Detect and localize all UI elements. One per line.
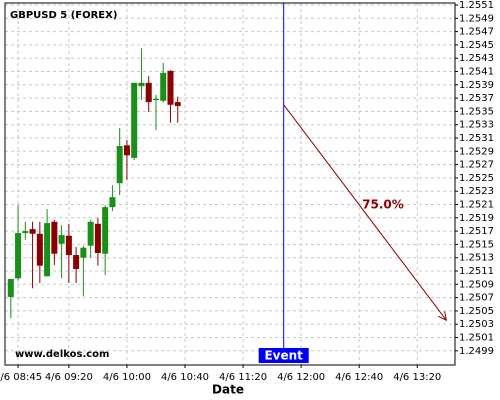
x-tick-label: 4/6 10:00 bbox=[103, 372, 151, 383]
candle-body bbox=[138, 82, 145, 87]
y-tick-label: 1.2503 bbox=[459, 319, 494, 330]
candle-body bbox=[36, 233, 43, 266]
candle-body bbox=[123, 145, 130, 156]
y-tick-label: 1.2547 bbox=[459, 27, 494, 38]
x-tick-label: 4/6 10:40 bbox=[161, 372, 209, 383]
candle-body bbox=[44, 223, 51, 277]
y-tick-label: 1.2543 bbox=[459, 53, 494, 64]
forecast-label: 75.0% bbox=[362, 198, 404, 212]
candle-body bbox=[15, 233, 22, 279]
y-tick-label: 1.2499 bbox=[459, 346, 494, 357]
candle-body bbox=[109, 197, 116, 208]
marks bbox=[7, 48, 181, 319]
candle-body bbox=[80, 247, 87, 258]
candle-body bbox=[145, 82, 152, 103]
watermark: www.delkos.com bbox=[15, 349, 109, 360]
x-tick-label: 4/6 13:20 bbox=[393, 372, 441, 383]
forecast-arrow bbox=[283, 104, 447, 320]
y-tick-label: 1.2513 bbox=[459, 253, 494, 264]
y-tick-label: 1.2509 bbox=[459, 279, 494, 290]
candle-body bbox=[152, 98, 159, 101]
candle-body bbox=[174, 102, 181, 107]
candle-body bbox=[102, 207, 109, 254]
candle-body bbox=[94, 223, 101, 254]
candle-body bbox=[29, 229, 36, 234]
candle-body bbox=[7, 278, 14, 297]
y-tick-label: 1.2519 bbox=[459, 213, 494, 224]
candle-body bbox=[58, 235, 65, 244]
x-tick-label: 4/6 09:20 bbox=[45, 372, 93, 383]
chart-title: GBPUSD 5 (FOREX) bbox=[10, 10, 117, 21]
event-label: Event bbox=[264, 349, 303, 363]
x-tick-label: 4/6 11:20 bbox=[219, 372, 267, 383]
candle-body bbox=[116, 145, 123, 184]
x-tick-label: 4/6 12:40 bbox=[335, 372, 383, 383]
event-box bbox=[258, 348, 309, 363]
candle-body bbox=[160, 72, 167, 101]
y-tick-label: 1.2531 bbox=[459, 133, 494, 144]
y-tick-label: 1.2515 bbox=[459, 239, 494, 250]
y-tick-label: 1.2533 bbox=[459, 120, 494, 131]
x-axis-label: Date bbox=[212, 383, 244, 397]
y-tick-label: 1.2541 bbox=[459, 67, 494, 78]
y-tick-label: 1.2537 bbox=[459, 93, 494, 104]
candle-body bbox=[131, 82, 138, 158]
y-tick-label: 1.2507 bbox=[459, 293, 494, 304]
y-tick-label: 1.2529 bbox=[459, 146, 494, 157]
y-tick-label: 1.2545 bbox=[459, 40, 494, 51]
x-tick-label: 4/6 12:00 bbox=[277, 372, 325, 383]
candle-body bbox=[87, 221, 94, 246]
candle-body bbox=[22, 231, 29, 234]
candle-body bbox=[73, 255, 80, 270]
y-tick-label: 1.2521 bbox=[459, 200, 494, 211]
y-tick-label: 1.2549 bbox=[459, 13, 494, 24]
candle-body bbox=[65, 235, 72, 256]
grid bbox=[5, 3, 455, 365]
y-tick-label: 1.2501 bbox=[459, 333, 494, 344]
x-tick-label: 4/6 08:45 bbox=[0, 372, 42, 383]
y-tick-label: 1.2523 bbox=[459, 186, 494, 197]
candle-body bbox=[167, 70, 174, 105]
y-tick-label: 1.2525 bbox=[459, 173, 494, 184]
plot-frame bbox=[4, 2, 456, 366]
y-tick-label: 1.2535 bbox=[459, 106, 494, 117]
y-tick-label: 1.2505 bbox=[459, 306, 494, 317]
y-tick-label: 1.2527 bbox=[459, 160, 494, 171]
y-tick-label: 1.2511 bbox=[459, 266, 494, 277]
y-tick-label: 1.2517 bbox=[459, 226, 494, 237]
y-tick-label: 1.2551 bbox=[459, 0, 494, 11]
candle-body bbox=[51, 221, 58, 254]
y-tick-label: 1.2539 bbox=[459, 80, 494, 91]
